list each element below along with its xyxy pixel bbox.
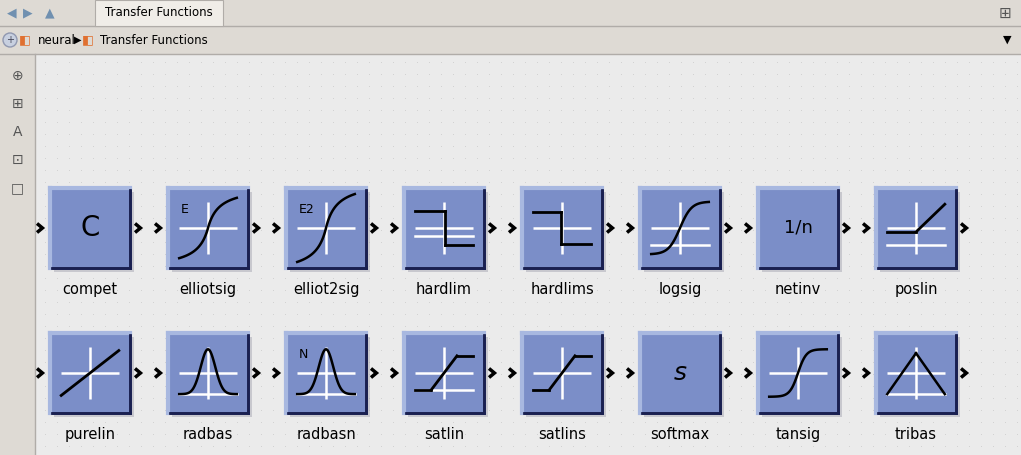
Bar	[286, 188, 366, 268]
Text: satlin: satlin	[424, 427, 465, 442]
Text: elliot2sig: elliot2sig	[293, 282, 359, 297]
Bar	[0, 26, 1021, 54]
Text: ◧: ◧	[19, 34, 31, 46]
Bar	[408, 337, 488, 417]
Bar	[50, 333, 130, 413]
Text: neural: neural	[38, 34, 76, 46]
Text: ⊡: ⊡	[11, 153, 23, 167]
Bar	[640, 188, 720, 268]
Text: ◧: ◧	[82, 34, 94, 46]
Bar	[404, 333, 484, 413]
Bar	[876, 188, 956, 268]
Text: E2: E2	[299, 202, 314, 216]
Text: tansig: tansig	[775, 427, 821, 442]
Text: satlins: satlins	[538, 427, 586, 442]
Bar	[758, 333, 838, 413]
Text: C: C	[81, 214, 100, 242]
Text: ⊞: ⊞	[11, 97, 23, 111]
Bar	[762, 337, 842, 417]
Bar	[35, 54, 1021, 455]
Text: compet: compet	[62, 282, 117, 297]
Text: hardlims: hardlims	[530, 282, 594, 297]
Bar	[404, 188, 484, 268]
Text: elliotsig: elliotsig	[180, 282, 237, 297]
Text: ▲: ▲	[45, 6, 55, 20]
Text: netinv: netinv	[775, 282, 821, 297]
Bar	[0, 54, 35, 455]
Text: radbas: radbas	[183, 427, 233, 442]
Text: E: E	[181, 202, 189, 216]
Text: logsig: logsig	[659, 282, 701, 297]
Bar	[172, 192, 252, 272]
Bar	[876, 333, 956, 413]
Text: ⊞: ⊞	[999, 5, 1012, 20]
Text: Transfer Functions: Transfer Functions	[105, 6, 212, 20]
Bar	[880, 192, 960, 272]
Bar	[526, 337, 606, 417]
Bar	[526, 192, 606, 272]
Bar	[408, 192, 488, 272]
Text: hardlim: hardlim	[416, 282, 472, 297]
Bar	[286, 333, 366, 413]
Text: purelin: purelin	[64, 427, 115, 442]
Text: ▼: ▼	[1003, 35, 1011, 45]
Text: ◀: ◀	[7, 6, 16, 20]
Text: ⊕: ⊕	[11, 69, 23, 83]
Bar	[54, 192, 134, 272]
Bar	[50, 188, 130, 268]
Text: tribas: tribas	[895, 427, 937, 442]
Text: ▶: ▶	[23, 6, 33, 20]
Bar	[644, 337, 724, 417]
Bar	[880, 337, 960, 417]
Text: softmax: softmax	[650, 427, 710, 442]
Text: poslin: poslin	[894, 282, 937, 297]
Bar	[168, 188, 248, 268]
Text: +: +	[6, 35, 14, 45]
Bar	[168, 333, 248, 413]
Bar	[522, 333, 602, 413]
Text: A: A	[12, 125, 22, 139]
Bar	[644, 192, 724, 272]
Text: Transfer Functions: Transfer Functions	[100, 34, 207, 46]
Text: s: s	[674, 361, 686, 385]
Bar	[95, 0, 223, 26]
Bar	[0, 0, 1021, 26]
Bar	[290, 192, 370, 272]
Text: N: N	[299, 348, 308, 361]
Text: 1/n: 1/n	[783, 219, 813, 237]
Text: radbasn: radbasn	[296, 427, 356, 442]
Bar	[762, 192, 842, 272]
Bar	[758, 188, 838, 268]
Bar	[54, 337, 134, 417]
Text: ▶: ▶	[75, 35, 82, 45]
Text: □: □	[11, 181, 25, 195]
Circle shape	[3, 33, 17, 47]
Bar	[172, 337, 252, 417]
Bar	[640, 333, 720, 413]
Bar	[522, 188, 602, 268]
Bar	[290, 337, 370, 417]
